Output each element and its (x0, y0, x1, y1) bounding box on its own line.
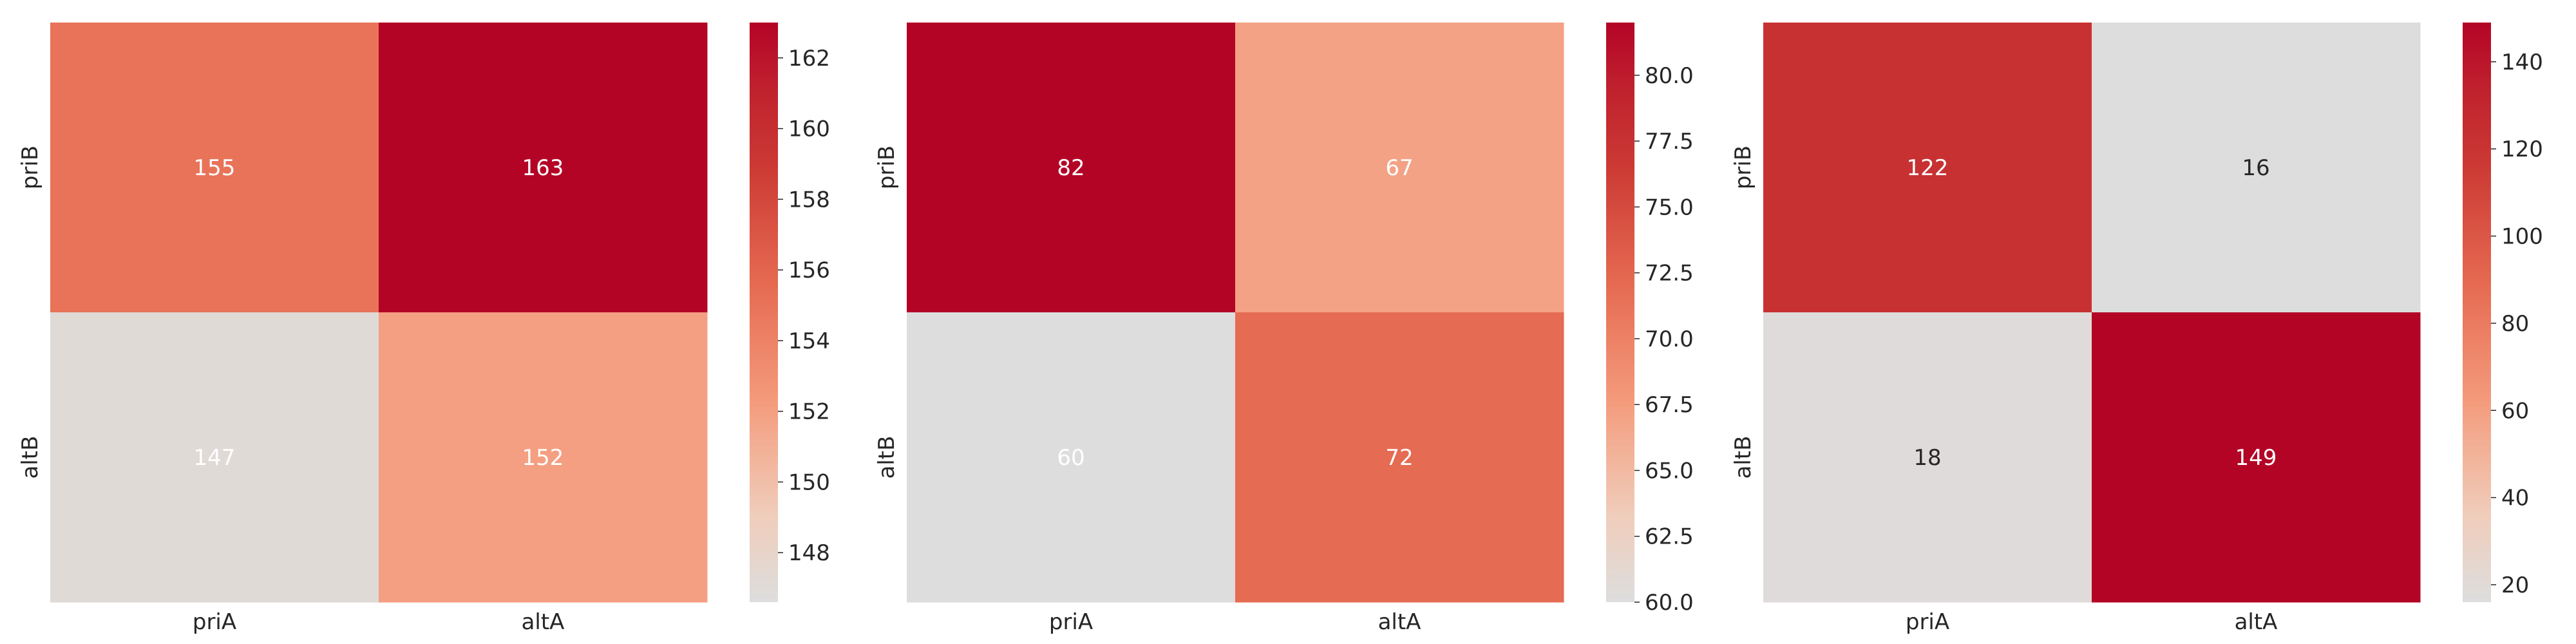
heatmap-cell (379, 23, 708, 313)
colorbar-tick-label: 77.5 (1645, 129, 1694, 155)
colorbar-tick-label: 40 (2501, 486, 2529, 511)
heatmap-cell (2092, 312, 2421, 603)
cell-value-label: 152 (522, 445, 564, 471)
cell-value-label: 163 (522, 155, 564, 181)
colorbar-tick-label: 20 (2501, 573, 2529, 598)
y-category-label: altB (1730, 436, 1756, 479)
x-category-label: altA (2235, 609, 2278, 635)
heatmap-panel-1: 155 163 147 152 priA altA priB altB 148 150 152 154… (17, 23, 830, 635)
colorbar-tick-label: 148 (788, 540, 830, 566)
heatmap-cell (1235, 23, 1564, 313)
heatmap-panel-2: 82 67 60 72 priA altA priB altB 60.0 62.5 65.0 67.5… (874, 23, 1694, 635)
heatmap-cell (907, 312, 1236, 603)
cell-value-label: 122 (1907, 155, 1949, 181)
cell-value-label: 149 (2235, 445, 2277, 471)
colorbar-tick-label: 100 (2501, 224, 2543, 250)
colorbar-tick-label: 154 (788, 328, 830, 354)
colorbar-tick-label: 152 (788, 399, 830, 425)
heatmap-cell (50, 23, 379, 313)
y-category-label: priB (1730, 146, 1756, 189)
cell-value-label: 18 (1913, 445, 1941, 471)
cell-value-label: 16 (2242, 155, 2269, 181)
colorbar-tick-label: 60 (2501, 398, 2529, 424)
heatmap-cell (1763, 312, 2092, 603)
heatmap-cell (2092, 23, 2421, 313)
colorbar-tick-label: 158 (788, 187, 830, 213)
colorbar-tick-label: 156 (788, 258, 830, 283)
colorbar-tick-label: 75.0 (1645, 194, 1694, 220)
y-category-label: altB (17, 436, 43, 479)
colorbar (1606, 23, 1634, 602)
cell-value-label: 82 (1057, 155, 1084, 181)
x-category-label: altA (522, 609, 565, 635)
colorbar-tick-label: 70.0 (1645, 327, 1694, 352)
colorbar-tick-label: 140 (2501, 50, 2543, 75)
colorbar-tick-label: 60.0 (1645, 590, 1694, 616)
heatmap-cell (1763, 23, 2092, 313)
colorbar-tick-label: 80 (2501, 311, 2529, 337)
cell-value-label: 60 (1057, 445, 1084, 471)
colorbar-tick-label: 72.5 (1645, 261, 1694, 287)
colorbar-tick-label: 65.0 (1645, 458, 1694, 484)
colorbar-tick-label: 150 (788, 469, 830, 495)
heatmap-cell (379, 312, 708, 603)
colorbar-tick-label: 62.5 (1645, 524, 1694, 550)
colorbar-tick-label: 80.0 (1645, 63, 1694, 89)
x-category-label: priA (1049, 609, 1093, 635)
cell-value-label: 67 (1385, 155, 1413, 181)
cell-value-label: 155 (194, 155, 236, 181)
cell-value-label: 147 (194, 445, 236, 471)
colorbar (2463, 23, 2491, 602)
x-category-label: priA (1906, 609, 1949, 635)
heatmap-cell (1235, 312, 1564, 603)
colorbar-tick-label: 160 (788, 117, 830, 142)
cell-value-label: 72 (1385, 445, 1413, 471)
heatmap-cell (50, 312, 379, 603)
colorbar-tick-label: 67.5 (1645, 392, 1694, 418)
colorbar-tick-label: 120 (2501, 137, 2543, 162)
heatmap-cell (907, 23, 1236, 313)
x-category-label: altA (1378, 609, 1421, 635)
colorbar (750, 23, 778, 602)
y-category-label: priB (874, 146, 900, 189)
heatmap-panel-3: 122 16 18 149 priA altA priB altB 20 40 60 80 100 120… (1730, 23, 2543, 635)
colorbar-tick-label: 162 (788, 46, 830, 71)
y-category-label: priB (17, 146, 43, 189)
x-category-label: priA (193, 609, 236, 635)
y-category-label: altB (874, 436, 900, 479)
